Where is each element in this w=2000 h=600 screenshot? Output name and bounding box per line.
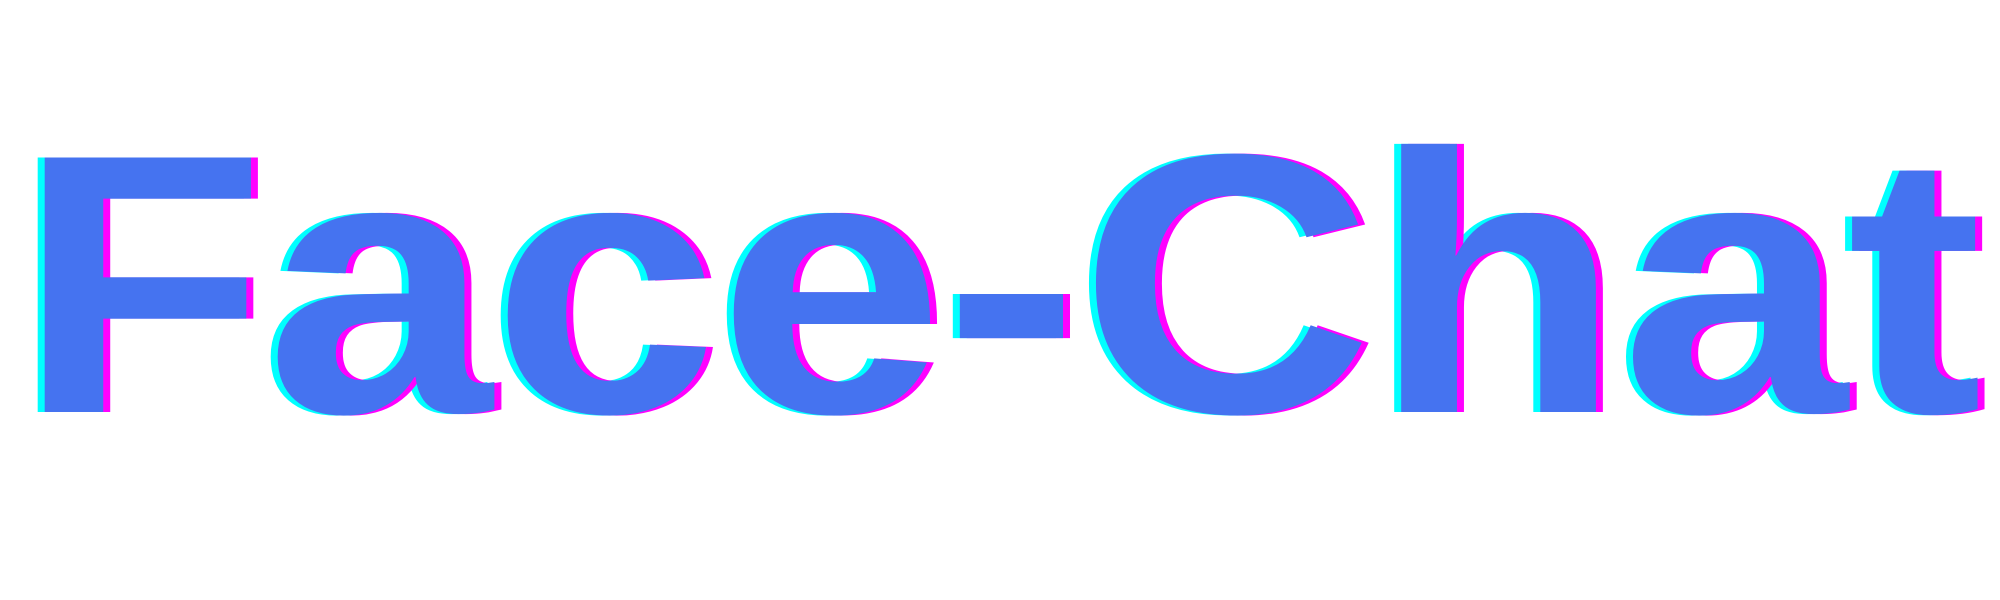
logo-text-cyan-shadow: Face-Chat (11, 78, 1976, 491)
logo-text-magenta-shadow: Face-Chat (25, 78, 1990, 491)
logo-text: Face-Chat (18, 78, 1983, 491)
